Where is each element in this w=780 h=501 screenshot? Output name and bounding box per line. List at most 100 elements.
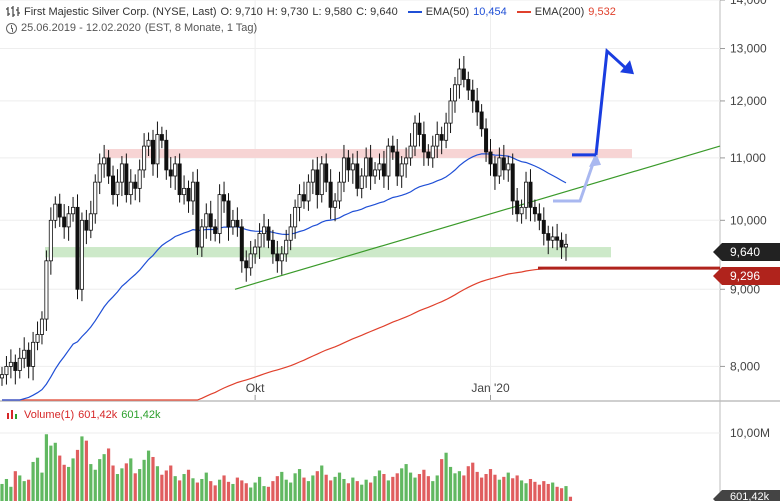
candle-body <box>426 151 431 159</box>
candle-body <box>297 194 302 208</box>
candle <box>484 118 489 162</box>
support-zone <box>45 247 611 258</box>
y-tick-label: 12,000 <box>730 94 767 108</box>
candle-body <box>381 163 386 177</box>
volume-label: Volume(1) <box>24 409 75 421</box>
volume-bar <box>551 482 555 501</box>
candle-body <box>373 169 378 177</box>
volume-bar <box>71 458 75 501</box>
candle <box>0 366 4 386</box>
candle-body <box>79 219 84 290</box>
candle-body <box>528 181 533 208</box>
candle <box>288 213 293 251</box>
volume-bar <box>155 466 160 501</box>
volume-bar <box>511 478 515 501</box>
candle-body <box>244 260 249 269</box>
candle-body <box>519 206 524 215</box>
candle-body <box>364 157 369 177</box>
volume-bar <box>497 479 501 501</box>
candle-body <box>395 151 400 177</box>
candle-body <box>324 163 329 183</box>
candle <box>17 347 22 379</box>
candle-body <box>275 253 280 262</box>
volume-bar <box>80 436 84 501</box>
candle-body <box>119 163 124 183</box>
volume-bar <box>528 478 533 501</box>
candle-body <box>190 181 195 202</box>
candle-body <box>564 243 569 248</box>
candle <box>57 193 62 227</box>
volume-bar <box>386 480 390 501</box>
volume-bar <box>493 474 497 501</box>
candle <box>510 153 515 215</box>
candle <box>430 135 435 168</box>
candle-body <box>386 145 391 177</box>
candle-body <box>248 253 253 269</box>
candle-body <box>413 122 418 147</box>
candle <box>306 174 311 211</box>
volume-bar <box>342 478 346 501</box>
candle-body <box>168 169 173 177</box>
volume-bar <box>533 481 537 501</box>
candle-body <box>457 68 462 86</box>
volume-bar <box>408 472 413 501</box>
candle-body <box>266 226 271 241</box>
candle <box>532 199 537 222</box>
candle <box>413 115 418 157</box>
candle <box>4 356 9 385</box>
candle-body <box>199 226 204 248</box>
candle-body <box>492 163 497 177</box>
candle <box>217 184 222 244</box>
volume-bar <box>422 469 426 501</box>
volume-header: Volume(1) 601,42k 601,42k <box>6 409 164 421</box>
candle-body <box>88 213 93 231</box>
candle <box>62 204 67 239</box>
candle <box>426 144 431 166</box>
candle-body <box>515 200 520 215</box>
candle <box>222 181 227 213</box>
candle <box>159 126 164 149</box>
volume-bar <box>488 469 493 501</box>
volume-bar <box>391 476 395 501</box>
candle-body <box>452 84 457 102</box>
x-tick-label: Okt <box>246 381 265 395</box>
volume-bar <box>262 486 266 501</box>
volume-bar <box>120 468 124 501</box>
volume-bar <box>40 472 44 501</box>
candle <box>150 129 155 176</box>
candle <box>119 156 124 197</box>
candle <box>186 180 191 213</box>
candle <box>230 209 235 235</box>
y-tick-label: 10,000 <box>730 213 767 227</box>
candle <box>368 144 373 190</box>
volume-bar <box>368 482 373 501</box>
candle-body <box>208 213 213 228</box>
candle <box>492 156 497 190</box>
volume-bars-icon <box>6 410 20 421</box>
candle <box>84 209 89 245</box>
volume-bar <box>546 483 550 501</box>
volume-bar <box>360 484 364 501</box>
candle-body <box>484 128 489 153</box>
candle <box>168 156 173 188</box>
candle <box>346 150 351 182</box>
candle <box>244 250 249 282</box>
candle <box>111 165 116 205</box>
volume-tick-label: 10,00M <box>730 426 770 440</box>
volume-bar <box>333 476 337 501</box>
volume-bar <box>84 440 88 501</box>
ema50-legend-label: EMA(50) <box>425 6 470 18</box>
candle-body <box>479 111 484 130</box>
candle-body <box>337 181 342 202</box>
candle <box>408 133 413 166</box>
candle <box>297 184 302 222</box>
chart-subheader: 25.06.2019 - 12.02.2020 (EST, 8 Monate, … <box>6 22 261 34</box>
candle <box>115 169 120 207</box>
candle-body <box>13 361 18 371</box>
candle-body <box>39 318 44 335</box>
projection-arrowhead <box>620 60 634 75</box>
candle-body <box>106 157 111 177</box>
candle <box>235 207 240 237</box>
candle <box>359 168 364 199</box>
candle <box>541 207 546 246</box>
